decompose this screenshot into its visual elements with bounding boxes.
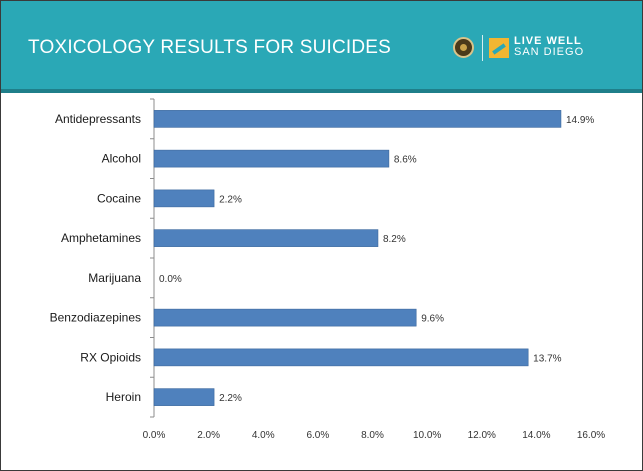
x-tick-label: 4.0% (252, 430, 275, 441)
category-label: Cocaine (97, 191, 141, 205)
toxicology-bar-chart: Antidepressants 14.9% Alcohol 8.6% Cocaine 2.… (50, 98, 605, 441)
x-tick-label: 10.0% (413, 430, 441, 441)
slide-header: TOXICOLOGY RESULTS FOR SUICIDES LIVE WEL… (1, 1, 642, 89)
x-tick-label: 2.0% (197, 430, 220, 441)
live-well-logo-text: LIVE WELL SAN DIEGO (514, 36, 584, 58)
x-tick-label: 0.0% (143, 430, 166, 441)
bar (153, 388, 215, 406)
bar-value-label: 8.6% (394, 155, 417, 166)
county-seal-icon (453, 37, 474, 58)
bar-value-label: 0.0% (159, 274, 182, 285)
x-tick-label: 16.0% (577, 430, 605, 441)
category-label: Antidepressants (55, 112, 141, 126)
logo-text-line2: SAN DIEGO (514, 46, 585, 58)
bar-value-label: 8.2% (383, 234, 406, 245)
slide-title: TOXICOLOGY RESULTS FOR SUICIDES (28, 37, 392, 58)
x-tick-label: 12.0% (468, 430, 496, 441)
bar (153, 229, 379, 247)
x-tick-label: 14.0% (522, 430, 550, 441)
bar (153, 348, 529, 367)
x-tick-label: 6.0% (306, 430, 329, 441)
bar (153, 189, 215, 208)
x-tick-label: 8.0% (361, 430, 384, 441)
chart-plot-area: Antidepressants 14.9% Alcohol 8.6% Cocaine 2.… (50, 98, 605, 441)
bar (153, 308, 417, 327)
bar-value-label: 9.6% (421, 314, 444, 325)
bar-value-label: 13.7% (533, 353, 561, 364)
category-label: Alcohol (102, 152, 141, 166)
category-label: Benzodiazepines (50, 311, 141, 325)
category-label: Amphetamines (61, 231, 141, 245)
bar-value-label: 2.2% (219, 194, 242, 205)
header-rule (1, 89, 642, 93)
category-label: RX Opioids (80, 350, 141, 364)
bar-value-label: 2.2% (219, 393, 242, 404)
live-well-logo-icon (489, 38, 509, 58)
category-label: Marijuana (88, 271, 141, 285)
bar (153, 110, 562, 128)
logo-divider (482, 35, 483, 61)
category-label: Heroin (106, 390, 141, 404)
bar-value-label: 14.9% (566, 115, 594, 126)
bar (153, 149, 390, 168)
logo-text-line1: LIVE WELL (514, 35, 582, 47)
